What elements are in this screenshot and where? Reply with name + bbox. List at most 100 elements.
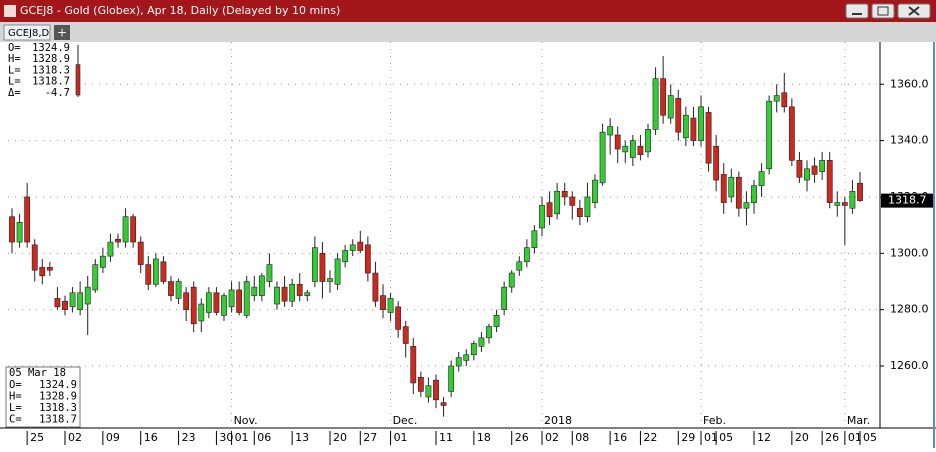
- legend-value: -4.7: [45, 87, 70, 99]
- candle-body: [448, 365, 455, 392]
- x-tick-label: 13: [295, 431, 309, 444]
- title-bar: [0, 0, 936, 22]
- data-box-label: O=: [9, 379, 22, 391]
- candle-body: [46, 267, 53, 271]
- legend-label: O=: [8, 42, 21, 54]
- legend-label: L=: [8, 64, 21, 76]
- candle-body: [788, 106, 795, 161]
- period-label: 2018: [544, 414, 572, 427]
- candle-body: [478, 337, 485, 347]
- data-box: [5, 366, 81, 428]
- candle-body: [16, 222, 23, 243]
- x-tick-label: 26: [825, 431, 839, 444]
- candle-body: [857, 182, 863, 201]
- candle-body: [804, 168, 810, 181]
- candle-body: [364, 244, 371, 274]
- candle-body: [433, 379, 439, 401]
- candle-body: [99, 255, 106, 268]
- x-tick-label: 05: [719, 431, 733, 444]
- x-tick-label: 05: [863, 431, 877, 444]
- new-tab-label: +: [57, 26, 67, 40]
- candle-body: [599, 131, 606, 184]
- candle-body: [84, 286, 91, 305]
- restore-button[interactable]: [871, 3, 895, 19]
- candle-body: [516, 261, 523, 271]
- window-title: GCEJ8 - Gold (Globex), Apr 18, Daily (De…: [20, 4, 340, 17]
- candle-body: [440, 402, 447, 406]
- data-box-label: C=: [9, 414, 22, 426]
- candle-body: [410, 345, 417, 384]
- minimize-button[interactable]: [845, 3, 869, 19]
- current-price-box: [881, 193, 933, 208]
- candle-body: [493, 314, 500, 327]
- restore-icon: [877, 6, 889, 16]
- candle-body: [243, 281, 250, 316]
- legend-value: 1328.9: [32, 53, 70, 65]
- legend-value: 1324.9: [32, 42, 70, 54]
- candle-body: [402, 326, 409, 344]
- candle-body: [334, 258, 341, 285]
- candle-body: [145, 264, 152, 285]
- candle-body: [9, 216, 15, 243]
- data-box-value: 1318.7: [39, 414, 77, 426]
- new-tab-button[interactable]: [54, 25, 70, 40]
- candle-body: [592, 179, 598, 203]
- candle-body: [395, 306, 402, 330]
- period-label: Mar.: [847, 414, 870, 427]
- candle-body: [841, 202, 848, 206]
- candle-body: [796, 160, 803, 178]
- x-tick-label: 22: [643, 431, 657, 444]
- candle-body: [546, 202, 553, 217]
- x-tick-label: 01: [235, 431, 249, 444]
- candle-body: [77, 292, 84, 310]
- candle-body: [660, 78, 667, 116]
- candle-body: [190, 286, 197, 325]
- candle-body: [357, 241, 364, 251]
- chart-tab[interactable]: [3, 24, 51, 41]
- candle-body: [168, 281, 174, 296]
- candle-body: [39, 267, 46, 277]
- legend-value: 1318.7: [32, 76, 70, 88]
- close-icon: [908, 6, 920, 16]
- candle-body: [735, 176, 742, 209]
- candle-body: [69, 292, 76, 308]
- candle-body: [463, 354, 470, 361]
- candle-body: [576, 207, 583, 217]
- candle-body: [228, 289, 235, 308]
- candle-body: [751, 185, 757, 203]
- candle-body: [92, 264, 99, 291]
- x-tick-label: 18: [477, 431, 491, 444]
- y-tick-label: 1360.0: [890, 77, 929, 90]
- y-tick-label: 1260.0: [890, 359, 929, 372]
- app-icon: [4, 5, 16, 17]
- x-tick-label: 09: [106, 431, 120, 444]
- x-tick-label: 01: [394, 431, 408, 444]
- candle-body: [743, 202, 750, 209]
- candle-body: [130, 216, 137, 243]
- candle-body: [728, 176, 735, 198]
- candle-body: [501, 286, 508, 310]
- candle-body: [258, 275, 265, 296]
- candle-body: [539, 205, 545, 229]
- candle-body: [826, 160, 833, 203]
- candle-body: [622, 145, 629, 153]
- candle-body: [296, 284, 303, 296]
- x-tick-label: 20: [795, 431, 809, 444]
- overlays: 1318.7 O= 1324.9 H= 1328.9 L= 1318.3 L= 1318.7 Δ=…: [5, 42, 933, 428]
- candle-body: [834, 202, 841, 206]
- candle-body: [198, 303, 205, 322]
- x-tick-label: 16: [144, 431, 158, 444]
- data-box-label: H=: [9, 391, 22, 403]
- candle-body: [523, 247, 530, 263]
- candle-body: [470, 343, 477, 356]
- candle-body: [486, 326, 492, 339]
- candle-body: [698, 106, 704, 141]
- candle-body: [175, 281, 182, 299]
- tab-bar: [0, 22, 936, 42]
- candle-body: [62, 300, 68, 310]
- candle-body: [773, 95, 780, 102]
- data-box-label: L=: [9, 402, 22, 414]
- candle-body: [508, 272, 515, 288]
- data-box-date: 05 Mar 18: [9, 367, 66, 379]
